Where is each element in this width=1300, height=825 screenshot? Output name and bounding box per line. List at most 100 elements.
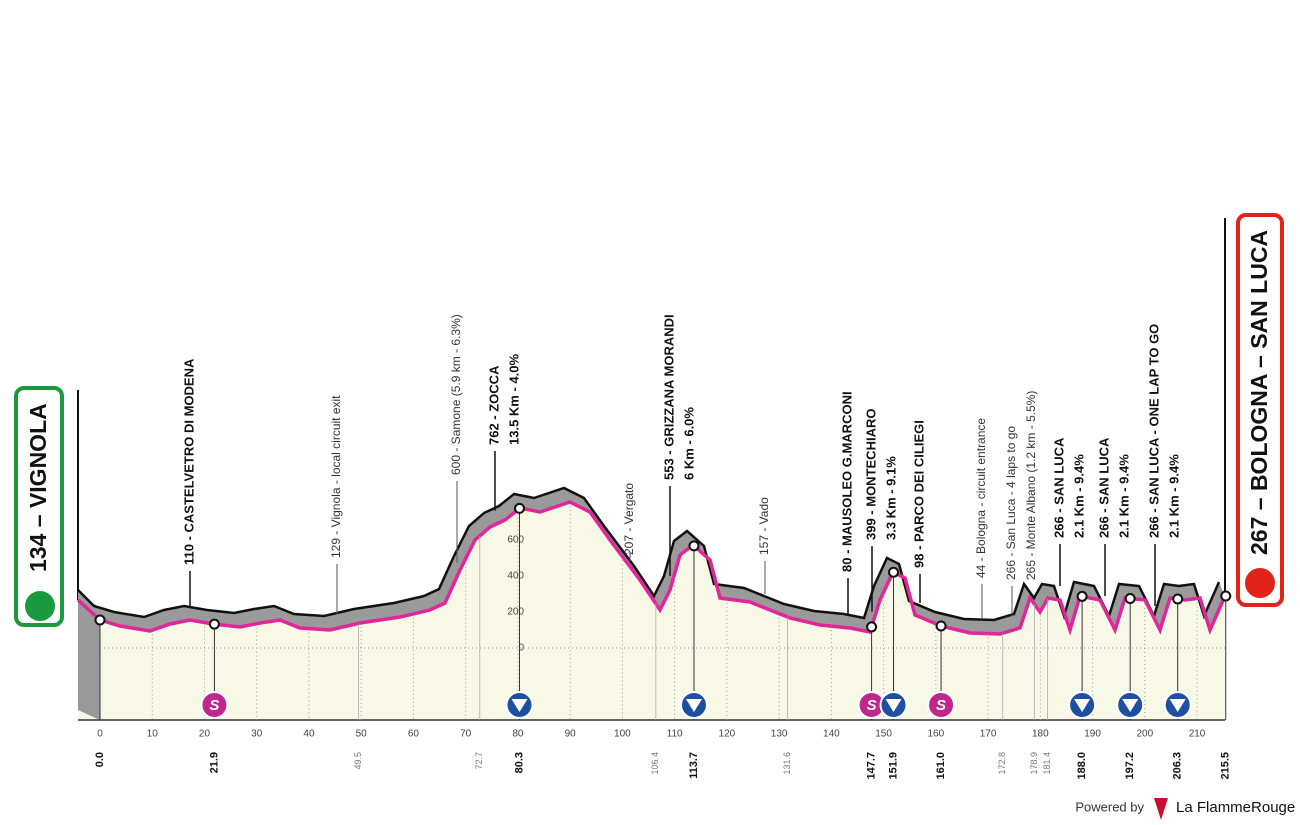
distance-label: 151.9: [887, 752, 899, 780]
annotation: 399 - MONTECHIARO: [863, 409, 878, 540]
annotation: 2.1 Km - 9.4%: [1116, 454, 1131, 538]
distance-label: 215.5: [1220, 752, 1232, 780]
km-tick-label: 50: [356, 729, 368, 740]
annotation: 266 - SAN LUCA: [1051, 437, 1066, 538]
km-tick-label: 140: [823, 729, 840, 740]
start-box: [14, 386, 64, 627]
elevation-label: 0: [518, 643, 524, 654]
annotation: 600 - Samone (5.9 km - 6.3%): [449, 314, 463, 475]
distance-label: 106.4: [650, 752, 660, 775]
km-tick-label: 110: [667, 729, 683, 740]
sprint-icon: S: [209, 697, 219, 714]
distance-label: 147.7: [865, 752, 877, 780]
distance-label: 113.7: [688, 752, 700, 779]
annotation: 207 - Vergato: [622, 483, 636, 555]
km-tick-label: 60: [408, 729, 420, 740]
annotation: 6 Km - 6.0%: [681, 407, 696, 480]
km-tick-label: 210: [1189, 729, 1206, 740]
sprint-icon: S: [867, 697, 877, 714]
annotation: 266 - San Luca - 4 laps to go: [1004, 426, 1018, 580]
sprint-marker: [927, 691, 956, 719]
km-tick-label: 190: [1084, 729, 1101, 740]
km-tick-label: 120: [719, 729, 736, 740]
distance-label: 131.6: [782, 752, 792, 775]
profile-wall: [78, 600, 100, 720]
distance-label: 197.2: [1124, 752, 1136, 780]
kom-icon: [1122, 699, 1139, 712]
waypoint-dot: [1124, 593, 1136, 605]
finish-icon: [1243, 566, 1277, 600]
finish-name: 267 – BOLOGNA – SAN LUCA: [1246, 230, 1272, 555]
annotation: 553 - GRIZZANA MORANDI: [661, 314, 676, 480]
annotation: 157 - Vado: [757, 497, 771, 555]
profile-road: [76, 500, 1227, 636]
waypoint-dot: [1220, 590, 1232, 602]
elevation-label: 600: [507, 535, 524, 546]
brand: La FlammeRouge: [1176, 799, 1295, 816]
waypoint-dot: [866, 621, 878, 633]
waypoint-dot: [513, 502, 525, 514]
finish-box: [1236, 213, 1284, 607]
annotation: 110 - CASTELVETRO DI MODENA: [181, 358, 196, 565]
distance-label: 161.0: [935, 752, 947, 780]
km-tick-label: 80: [512, 729, 524, 740]
distance-label: 80.3: [513, 752, 525, 773]
km-tick-label: 10: [147, 729, 159, 740]
distance-label: 0.0: [94, 752, 106, 767]
distance-label: 21.9: [208, 752, 220, 773]
start-name: 134 – VIGNOLA: [25, 403, 51, 572]
profile-base: [78, 502, 1225, 720]
waypoint-dot: [208, 618, 220, 630]
km-tick-label: 90: [565, 729, 577, 740]
brand-logo: [1154, 798, 1168, 820]
km-tick-label: 170: [980, 729, 997, 740]
start-icon: [23, 589, 57, 623]
annotation: 129 - Vignola - local circuit exit: [329, 395, 343, 558]
waypoint-dot: [888, 566, 900, 578]
distance-label: 188.0: [1076, 752, 1088, 780]
distance-label: 181.4: [1042, 752, 1052, 775]
distance-label: 178.9: [1029, 752, 1039, 775]
waypoint-dot: [688, 540, 700, 552]
kom-icon: [511, 699, 528, 712]
km-tick-label: 40: [303, 729, 315, 740]
km-tick-label: 30: [251, 729, 263, 740]
km-tick-label: 180: [1032, 729, 1049, 740]
km-tick-label: 100: [614, 729, 631, 740]
distance-label: 172.8: [997, 752, 1007, 775]
annotation: 3.3 Km - 9.1%: [883, 456, 898, 540]
km-tick-label: 160: [927, 729, 944, 740]
elevation-label: 200: [507, 607, 524, 618]
km-tick-label: 130: [771, 729, 788, 740]
km-tick-label: 0: [97, 729, 103, 740]
km-tick-label: 70: [460, 729, 472, 740]
kom-icon: [1169, 699, 1186, 712]
km-tick-label: 150: [875, 729, 892, 740]
km-tick-label: 200: [1136, 729, 1153, 740]
sprint-icon: S: [936, 697, 946, 714]
waypoint-dot: [1172, 593, 1184, 605]
distance-label: 49.5: [353, 752, 363, 770]
annotation: 80 - MAUSOLEO G.MARCONI: [839, 391, 854, 572]
annotation: 2.1 Km - 9.4%: [1071, 454, 1086, 538]
annotation: 265 - Monte Albano (1.2 km - 5.5%): [1024, 391, 1038, 580]
kom-icon: [1074, 699, 1091, 712]
elevation-label: 400: [507, 571, 524, 582]
annotation: 98 - PARCO DEI CILIEGI: [911, 420, 926, 568]
sprint-marker: [200, 691, 229, 719]
distance-label: 72.7: [474, 752, 484, 770]
annotation: 2.1 Km - 9.4%: [1166, 454, 1181, 538]
annotation: 266 - SAN LUCA: [1096, 437, 1111, 538]
waypoint-dot: [1076, 590, 1088, 602]
powered-by: Powered by: [1075, 799, 1144, 814]
kom-icon: [885, 699, 902, 712]
annotation: 762 - ZOCCA: [486, 365, 501, 445]
kom-icon: [685, 699, 702, 712]
km-tick-label: 20: [199, 729, 211, 740]
annotation: 266 - SAN LUCA - ONE LAP TO GO: [1146, 324, 1161, 538]
annotation: 44 - Bologna - circuit entrance: [974, 418, 988, 578]
waypoint-dot: [94, 614, 106, 626]
waypoint-dot: [935, 620, 947, 632]
distance-label: 206.3: [1172, 752, 1184, 780]
